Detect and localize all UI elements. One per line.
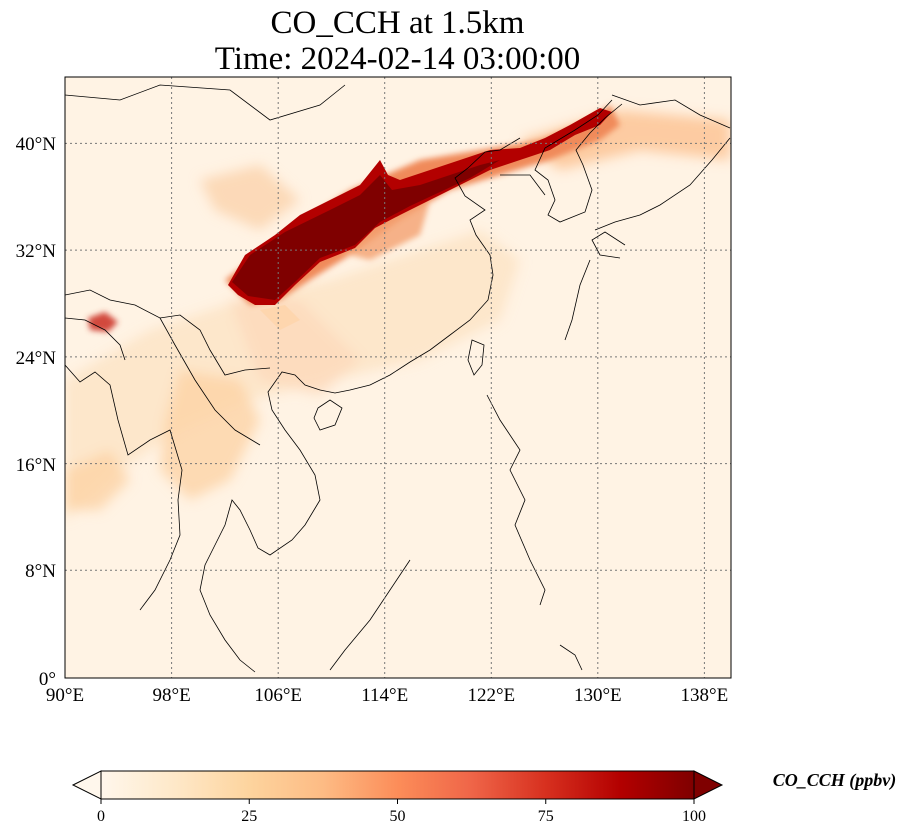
latitude-tick-labels: 0° 8°N 16°N 24°N 32°N 40°N xyxy=(16,134,57,690)
lat-tick-label: 8°N xyxy=(25,561,56,582)
map-title: CO_CCH at 1.5km xyxy=(270,5,525,41)
lat-tick-label: 0° xyxy=(39,669,56,690)
map-time-subtitle: Time: 2024-02-14 03:00:00 xyxy=(214,41,581,77)
lon-tick-label: 90°E xyxy=(46,685,84,706)
colorbar-tick-label: 75 xyxy=(538,808,554,825)
coastlines xyxy=(65,84,731,673)
longitude-tick-labels: 90°E 98°E 106°E 114°E 122°E 130°E 138°E xyxy=(46,685,728,706)
lon-tick-label: 106°E xyxy=(254,685,302,706)
lon-tick-label: 114°E xyxy=(361,685,408,706)
colorbar: 0 25 50 75 100 xyxy=(71,770,724,825)
colorbar-label: CO_CCH (ppbv) xyxy=(772,770,897,790)
lon-tick-label: 130°E xyxy=(574,685,622,706)
colorbar-gradient xyxy=(100,770,695,800)
colorbar-tick-label: 50 xyxy=(390,808,406,825)
colorbar-tick-label: 25 xyxy=(241,808,257,825)
lat-tick-label: 24°N xyxy=(16,348,57,369)
colorbar-extend-max xyxy=(693,770,724,800)
colorbar-extend-min xyxy=(71,770,102,800)
colorbar-tick-label: 0 xyxy=(97,808,105,825)
gridlines xyxy=(65,77,731,678)
map-frame xyxy=(64,76,732,679)
lon-tick-label: 138°E xyxy=(681,685,729,706)
lon-tick-label: 122°E xyxy=(467,685,515,706)
co-concentration-field xyxy=(65,77,731,678)
colorbar-tick-label: 100 xyxy=(682,808,706,825)
lon-tick-label: 98°E xyxy=(152,685,190,706)
lat-tick-label: 16°N xyxy=(16,455,57,476)
lat-tick-label: 32°N xyxy=(16,241,57,262)
lat-tick-label: 40°N xyxy=(16,134,57,155)
